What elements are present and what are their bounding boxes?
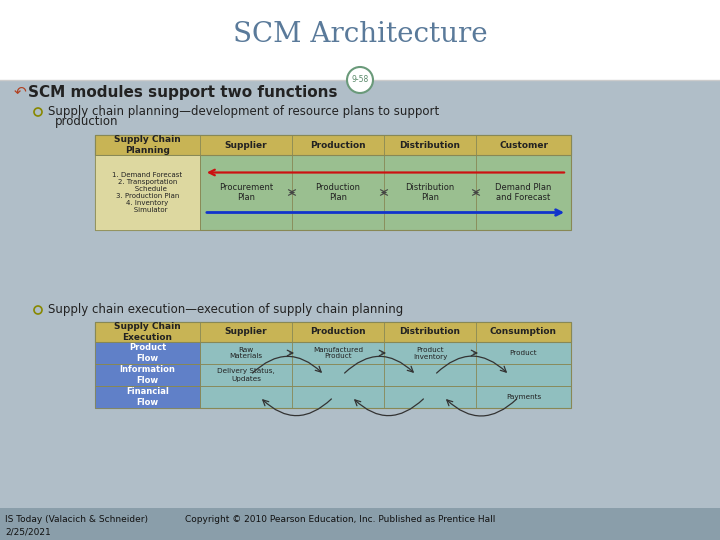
Text: Delivery Status,
Updates: Delivery Status, Updates xyxy=(217,368,275,381)
Text: 9-58: 9-58 xyxy=(351,76,369,84)
Text: Supply Chain
Execution: Supply Chain Execution xyxy=(114,322,181,342)
Text: Demand Plan
and Forecast: Demand Plan and Forecast xyxy=(495,183,552,202)
Text: Raw
Materials: Raw Materials xyxy=(230,347,263,360)
FancyBboxPatch shape xyxy=(95,135,571,155)
Text: 2/25/2021: 2/25/2021 xyxy=(5,528,50,537)
Text: Payments: Payments xyxy=(506,394,541,400)
Text: Product: Product xyxy=(510,350,537,356)
Text: Supplier: Supplier xyxy=(225,140,267,150)
Text: Information
Flow: Information Flow xyxy=(120,365,176,384)
Text: Customer: Customer xyxy=(499,140,548,150)
FancyBboxPatch shape xyxy=(95,364,200,386)
FancyBboxPatch shape xyxy=(95,322,571,408)
Text: SCM modules support two functions: SCM modules support two functions xyxy=(28,84,338,99)
Text: Supply Chain
Planning: Supply Chain Planning xyxy=(114,136,181,154)
Text: ↶: ↶ xyxy=(14,84,27,99)
Text: Production
Plan: Production Plan xyxy=(315,183,361,202)
Text: Financial
Flow: Financial Flow xyxy=(126,387,169,407)
Text: IS Today (Valacich & Schneider): IS Today (Valacich & Schneider) xyxy=(5,515,148,524)
Text: Product
Inventory: Product Inventory xyxy=(413,347,447,360)
Text: SCM Architecture: SCM Architecture xyxy=(233,22,487,49)
FancyBboxPatch shape xyxy=(95,342,200,364)
Text: Distribution
Plan: Distribution Plan xyxy=(405,183,454,202)
Text: Supplier: Supplier xyxy=(225,327,267,336)
Text: Consumption: Consumption xyxy=(490,327,557,336)
FancyBboxPatch shape xyxy=(95,386,200,408)
FancyBboxPatch shape xyxy=(0,508,720,540)
Text: Production: Production xyxy=(310,327,366,336)
Text: Manufactured
Product: Manufactured Product xyxy=(313,347,363,360)
Text: Procurement
Plan: Procurement Plan xyxy=(219,183,273,202)
FancyBboxPatch shape xyxy=(95,322,571,342)
FancyBboxPatch shape xyxy=(95,155,200,230)
Text: Distribution: Distribution xyxy=(400,140,461,150)
Circle shape xyxy=(347,67,373,93)
FancyBboxPatch shape xyxy=(0,0,720,80)
Text: Product
Flow: Product Flow xyxy=(129,343,166,363)
Text: Production: Production xyxy=(310,140,366,150)
Text: Copyright © 2010 Pearson Education, Inc. Published as Prentice Hall: Copyright © 2010 Pearson Education, Inc.… xyxy=(185,515,495,524)
Text: Supply chain execution—execution of supply chain planning: Supply chain execution—execution of supp… xyxy=(48,302,403,315)
Text: production: production xyxy=(55,116,119,129)
Text: Supply chain planning—development of resource plans to support: Supply chain planning—development of res… xyxy=(48,105,439,118)
FancyBboxPatch shape xyxy=(95,135,571,230)
Text: Distribution: Distribution xyxy=(400,327,461,336)
Text: 1. Demand Forecast
2. Transportation
   Schedule
3. Production Plan
4. Inventory: 1. Demand Forecast 2. Transportation Sch… xyxy=(112,172,183,213)
